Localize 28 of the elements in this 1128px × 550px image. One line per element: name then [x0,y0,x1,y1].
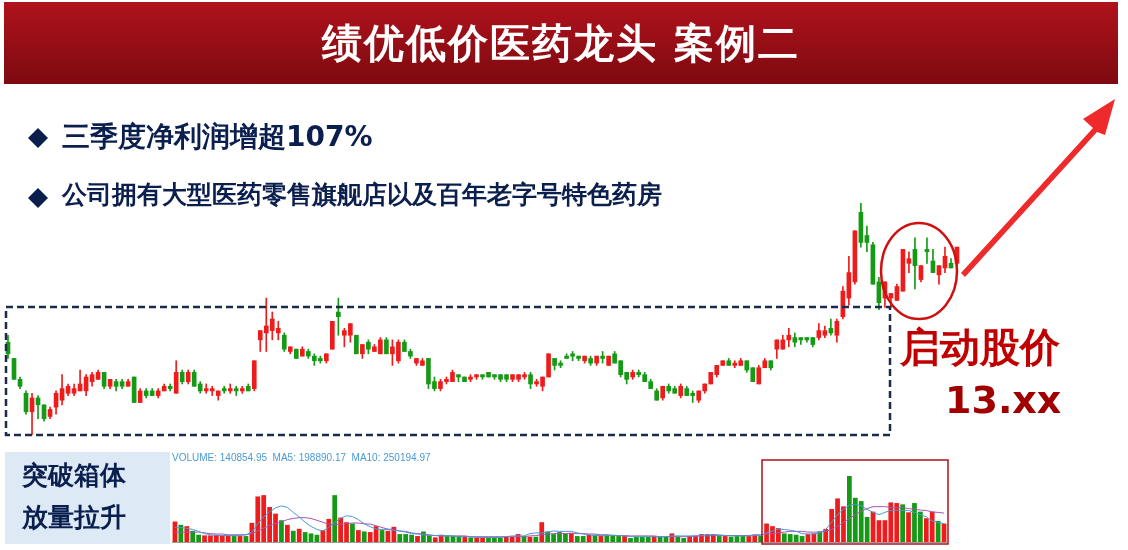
candlestick [293,348,299,359]
bar [332,495,338,542]
bar [900,504,905,542]
bar [296,528,302,542]
text: 三季度净利润增超107% [62,119,373,155]
bar [906,512,911,542]
bar [290,530,296,542]
candlestick [11,358,17,380]
bar [355,530,361,542]
bar [350,523,355,542]
annotation: 13.xx [945,378,1062,422]
candlestick [900,249,906,292]
text: 突破箱体 [22,459,126,492]
annotation: 启动股价 [900,323,1060,372]
chart-title: VOLUME: 140854.95 MA5: 198890.17 MA10: 250194.97 [172,451,431,463]
bar [722,536,728,542]
bar [468,537,474,542]
bar [279,520,284,542]
chart-title: 绩优低价医药龙头 案例二 [4,2,1118,84]
annotation: 公司拥有大型医药零售旗舰店以及百年老字号特色药房 [62,179,662,211]
bar [415,536,420,542]
bar [361,531,367,542]
text: 放量拉升 [22,501,126,534]
bar [285,524,290,542]
bar [716,536,722,542]
bar [533,536,539,542]
bar [568,532,574,542]
candlestick [131,376,137,403]
